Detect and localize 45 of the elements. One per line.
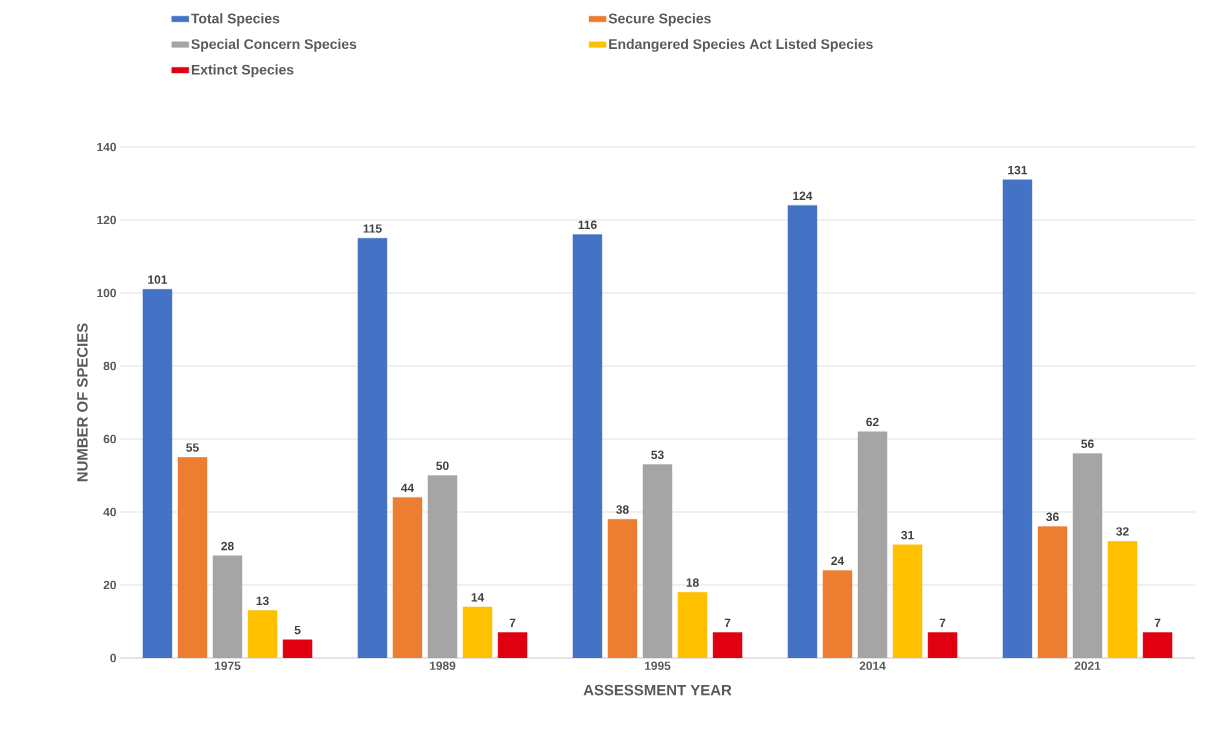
data-label: 32 [1116,527,1129,536]
y-tick-label: 0 [110,653,116,663]
data-label: 38 [616,505,629,514]
data-label: 13 [256,596,269,606]
legend-label: Special Concern Species [191,38,357,52]
legend-label: Secure Species [608,13,711,27]
y-tick-label: 80 [103,361,116,371]
y-tick-label: 140 [97,142,116,152]
data-label: 124 [793,191,813,200]
legend-label: Total Species [191,13,280,27]
data-label: 5 [294,625,301,635]
data-label: 31 [901,530,914,540]
data-label: 53 [651,450,664,460]
data-label: 7 [509,618,516,627]
x-tick-label: 1995 [644,661,671,670]
y-tick-label: 40 [103,507,116,517]
y-tick-label: 100 [97,288,116,298]
x-axis-title: ASSESSMENT YEAR [583,684,732,696]
data-label: 101 [148,275,168,284]
data-label: 55 [186,443,199,452]
data-label: 18 [686,578,699,587]
y-tick-label: 20 [103,580,116,590]
data-label: 116 [578,220,597,230]
data-label: 24 [831,556,845,565]
x-tick-label: 2014 [859,661,886,670]
x-tick-label: 2021 [1074,661,1101,670]
x-tick-label: 1975 [214,661,241,670]
data-label: 56 [1081,439,1094,449]
legend-label: Extinct Species [191,64,294,78]
y-tick-label: 120 [97,215,116,225]
data-label: 50 [436,461,449,470]
data-label: 44 [401,483,415,492]
data-label: 36 [1046,512,1059,522]
data-label: 115 [363,224,382,233]
data-label: 62 [866,417,879,427]
data-label: 7 [939,618,946,627]
legend-label: Endangered Species Act Listed Species [609,38,873,52]
data-label: 131 [1008,165,1028,175]
y-axis-title: NUMBER OF SPECIES [77,323,88,482]
data-label: 7 [724,618,731,627]
data-label: 14 [471,593,485,602]
data-label: 7 [1154,618,1161,627]
data-label: 28 [221,541,234,551]
y-tick-label: 60 [103,434,116,444]
x-tick-label: 1989 [429,661,456,670]
